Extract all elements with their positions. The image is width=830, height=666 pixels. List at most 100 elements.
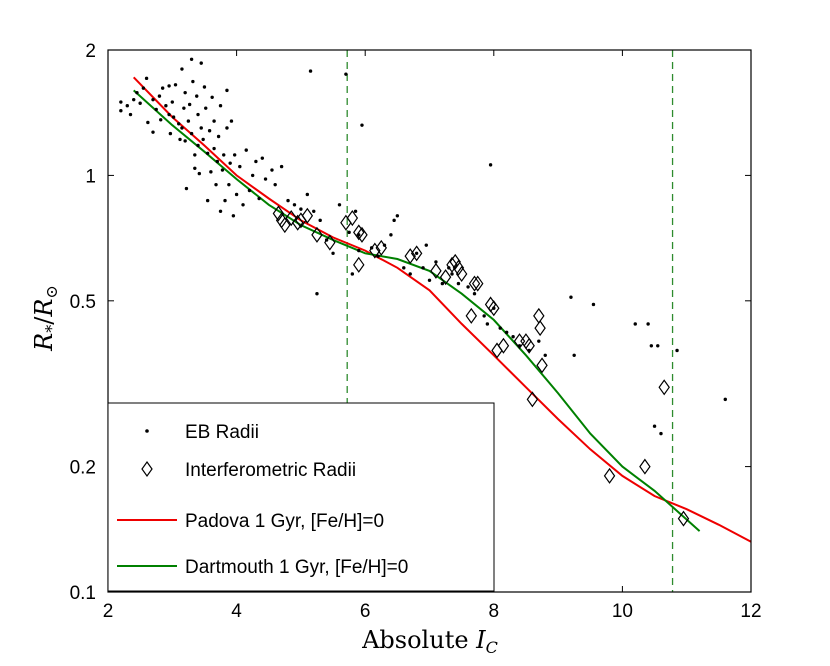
eb-radius-point (286, 198, 290, 203)
interferometric-radius-point (404, 248, 416, 265)
eb-radius-point (254, 159, 258, 164)
eb-radius-point (652, 424, 657, 428)
interferometric-radius-point (356, 226, 368, 243)
eb-radius-point (434, 260, 438, 264)
eb-radius-point (392, 218, 396, 223)
eb-radius-point (119, 108, 123, 113)
eb-radius-point (212, 119, 216, 123)
eb-radius-point (180, 126, 184, 130)
eb-radius-point (646, 322, 650, 326)
eb-radius-point (216, 134, 221, 139)
eb-radius-point (315, 292, 319, 296)
interferometric-radius-point (658, 379, 670, 396)
eb-radius-point (218, 209, 223, 214)
eb-radius-point (357, 248, 361, 253)
eb-radius-point (199, 61, 203, 65)
interferometric-radius-point (369, 242, 381, 259)
eb-radius-point (488, 163, 493, 167)
y-tick-label: 0.2 (70, 458, 96, 479)
interferometric-radius-point (536, 357, 548, 374)
interferometric-radius-point (526, 391, 539, 408)
eb-radius-point (196, 143, 200, 148)
y-tick-label: 1 (85, 166, 96, 187)
eb-radius-point (305, 192, 310, 197)
series-line-2 (132, 76, 751, 543)
x-tick-label: 4 (231, 601, 242, 622)
eb-radius-point (395, 214, 400, 218)
eb-radius-point (543, 353, 547, 357)
y-axis-title: R*/R⊙ (30, 285, 61, 352)
eb-radius-point (168, 131, 173, 136)
interferometric-radius-point (471, 275, 484, 292)
interferometric-radius-point (439, 269, 452, 286)
legend-box (107, 402, 495, 592)
eb-radius-point (389, 233, 393, 237)
eb-radius-point (144, 76, 149, 81)
x-tick-label: 6 (360, 601, 371, 622)
eb-radius-point (504, 330, 509, 335)
eb-radius-point (201, 137, 205, 142)
eb-radius-point (146, 120, 150, 125)
model-curves (132, 76, 751, 543)
eb-radius-point (402, 266, 406, 270)
eb-radius-point (173, 83, 178, 87)
eb-radius-point (197, 171, 202, 176)
eb-radius-point (195, 94, 199, 98)
interferometric-radius-point (533, 307, 545, 324)
eb-radius-point (210, 95, 214, 99)
legend: EB Radii Interferometric Radii Padova 1 Gy… (107, 402, 495, 592)
interferometric-radius-point (446, 256, 458, 273)
eb-radius-point (427, 278, 432, 283)
eb-radius-point (119, 100, 123, 104)
interferometric-radius-point (449, 253, 461, 270)
x-tick-label: 8 (489, 601, 500, 622)
eb-radius-point (180, 67, 184, 71)
eb-radius-point (220, 168, 225, 172)
eb-radius-point (421, 266, 425, 270)
eb-radius-point (234, 192, 239, 197)
interferometric-radius-point (291, 214, 304, 231)
eb-radius-point (154, 107, 158, 112)
eb-radius-point (292, 203, 297, 207)
eb-radius-point (270, 168, 274, 172)
eb-radius-point (299, 207, 303, 211)
series-line-3 (133, 89, 701, 532)
eb-radius-point (218, 104, 223, 108)
eb-radius-point (189, 57, 194, 61)
eb-radius-point (196, 112, 200, 117)
eb-radius-point (178, 137, 182, 142)
eb-radius-point (164, 104, 168, 108)
eb-radius-point (209, 170, 213, 174)
eb-radius-point (182, 106, 186, 110)
axis-ticks: 2 4 6 8 10 120.10.20.512 (70, 41, 762, 622)
eb-radius-point (537, 339, 541, 343)
interferometric-radius-point (520, 333, 532, 350)
eb-radius-point (498, 326, 502, 330)
eb-radius-point (250, 173, 255, 178)
eb-radius-point (450, 272, 454, 276)
interferometric-radius-point (465, 307, 478, 324)
eb-radius-point (141, 86, 146, 90)
eb-radius-point (151, 97, 155, 102)
data-points (119, 57, 727, 527)
eb-radius-point (177, 122, 181, 126)
eb-radius-point (138, 101, 142, 105)
eb-radius-point (157, 94, 162, 98)
interferometric-radius-point (375, 239, 388, 256)
legend-label: Interferometric Radii (185, 460, 356, 481)
interferometric-radius-point (603, 467, 616, 484)
eb-radius-point (202, 85, 207, 89)
eb-radius-point (214, 182, 218, 187)
interferometric-radius-point (346, 210, 359, 227)
legend-diamond-marker (141, 460, 153, 478)
eb-radius-point (212, 146, 216, 151)
x-axis-title: Absolute IC (361, 626, 498, 657)
eb-radius-point (331, 251, 335, 256)
eb-radius-point (228, 161, 232, 165)
eb-radius-point (408, 272, 412, 276)
eb-radius-point (260, 156, 265, 160)
eb-radius-point (482, 314, 486, 318)
eb-radius-point (186, 119, 191, 123)
eb-radius-point (223, 198, 227, 203)
eb-radius-point (312, 209, 316, 214)
